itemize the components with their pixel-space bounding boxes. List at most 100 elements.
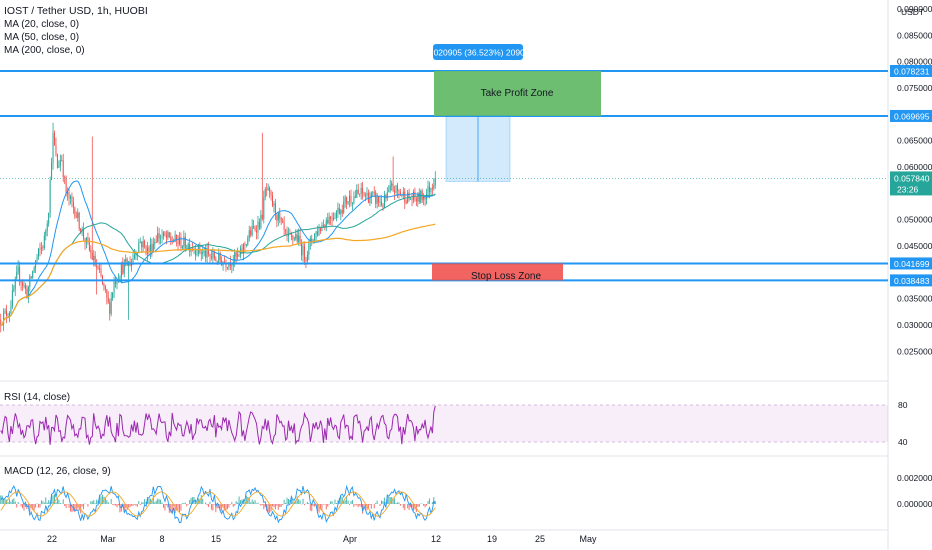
macd-bar [418, 504, 420, 507]
candle-body [154, 242, 156, 244]
candle-body [170, 237, 172, 241]
candle-body [167, 232, 169, 238]
candle-body [247, 237, 249, 245]
candle-body [139, 241, 141, 243]
rsi-legend[interactable]: RSI (14, close) [4, 392, 71, 403]
ma200-legend[interactable]: MA (200, close, 0) [4, 45, 85, 56]
candle-body [219, 253, 221, 261]
current-price-countdown: 23:26 [897, 184, 919, 194]
candle-body [177, 240, 179, 245]
candle-body [292, 235, 294, 239]
candle-body [55, 144, 57, 155]
candle-body [237, 254, 239, 257]
macd-bar [253, 501, 255, 504]
macd-bar [55, 502, 57, 504]
candle-body [379, 201, 381, 203]
macd-bar [123, 504, 125, 512]
candle-body [305, 260, 307, 262]
ma20-legend[interactable]: MA (20, close, 0) [4, 19, 80, 30]
candle-body [116, 281, 118, 285]
macd-bar [77, 504, 79, 508]
candle-body [142, 241, 144, 248]
macd-bar [232, 504, 234, 507]
take-profit-zone: Take Profit Zone [434, 71, 601, 116]
time-tick-8: 25 [535, 534, 545, 544]
candle-body [303, 245, 305, 261]
macd-bar [344, 500, 346, 504]
macd-bar [22, 504, 24, 509]
macd-bar [154, 502, 156, 504]
macd-legend[interactable]: MACD (12, 26, close, 9) [4, 466, 111, 477]
candle-body [135, 254, 137, 256]
candle-body [100, 269, 102, 277]
macd-bar [117, 504, 119, 506]
candle-body [180, 237, 182, 248]
time-tick-4: 22 [267, 534, 277, 544]
candle-body [103, 283, 105, 287]
macd-bar [194, 499, 196, 504]
macd-bar [434, 501, 436, 504]
candle-body [215, 258, 217, 261]
measure-tool: 0.020905 (36.523%) 20905 [426, 44, 530, 182]
macd-bar [267, 504, 269, 513]
candle-body [7, 315, 9, 317]
macd-bar [197, 498, 199, 504]
currency-label: USDT [901, 7, 924, 17]
candle-body [168, 232, 170, 238]
candle-body [119, 277, 121, 280]
candle-body [328, 216, 330, 224]
macd-bar [215, 504, 217, 513]
candle-body [158, 233, 160, 239]
macd-bar [318, 504, 320, 513]
candle-body [23, 285, 25, 287]
candle-body [263, 197, 265, 219]
candle-body [6, 310, 8, 316]
macd-bar [75, 504, 77, 511]
macd-bar [145, 501, 147, 504]
macd-bar [327, 504, 329, 507]
candle-body [273, 203, 275, 206]
ma50-legend[interactable]: MA (50, close, 0) [4, 32, 80, 43]
macd-bar [65, 504, 67, 509]
candle-body [334, 217, 336, 219]
candle-body [190, 248, 192, 252]
candle-body [327, 219, 329, 224]
macd-bar [427, 500, 429, 504]
candle-body [343, 201, 345, 213]
macd-bar [23, 504, 25, 511]
macd-bar [131, 504, 133, 506]
candle-body [264, 189, 266, 198]
macd-bar [240, 500, 242, 504]
macd-bar [428, 498, 430, 504]
candle-body [290, 234, 292, 236]
macd-bar [113, 504, 115, 506]
macd-bar [394, 498, 396, 504]
candle-body [415, 198, 417, 202]
symbol-title[interactable]: IOST / Tether USD, 1h, HUOBI [4, 5, 148, 17]
macd-bar [333, 504, 335, 505]
candle-body [302, 245, 304, 256]
macd-bar [379, 504, 381, 506]
candle-body [109, 302, 111, 314]
macd-bar [244, 500, 246, 504]
candle-body [350, 195, 352, 204]
macd-bar [152, 495, 154, 504]
macd-line [0, 484, 436, 524]
candle-body [83, 228, 85, 239]
macd-bar [299, 500, 301, 504]
candle-body [269, 187, 271, 192]
macd-bar [248, 497, 250, 504]
macd-bar [283, 499, 285, 504]
candle-body [133, 255, 135, 258]
measure-label-bg [433, 44, 523, 60]
macd-bar [20, 504, 22, 507]
candle-body [344, 197, 346, 202]
candle-body [136, 252, 138, 255]
macd-bar [426, 504, 428, 506]
macd-bar [39, 504, 41, 508]
macd-bar [285, 502, 287, 504]
candle-body [254, 227, 256, 231]
candle-body [370, 193, 372, 198]
candle-body [274, 203, 276, 216]
